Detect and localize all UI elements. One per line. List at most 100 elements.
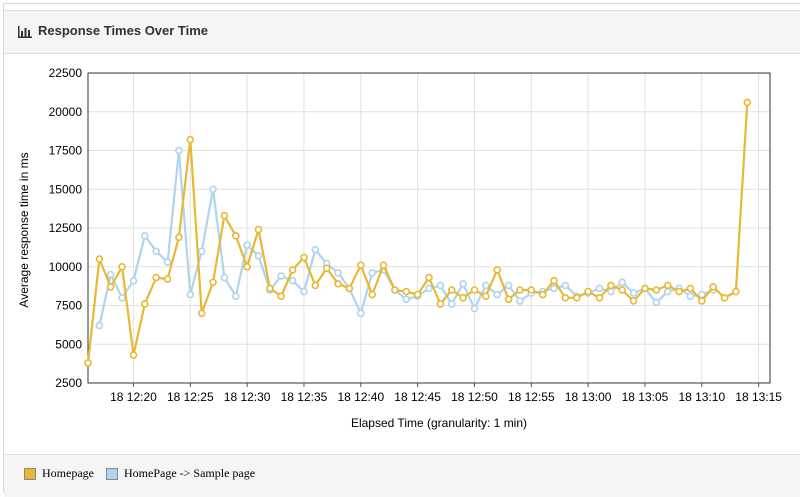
- x-tick-label: 18 13:00: [565, 390, 612, 404]
- data-point-homepage: [129, 351, 138, 359]
- data-point-sample-page: [118, 293, 126, 302]
- y-tick-label: 22500: [49, 66, 83, 80]
- data-point-homepage: [447, 286, 456, 294]
- data-point-sample-page: [436, 281, 445, 290]
- data-point-sample-page: [493, 290, 502, 299]
- data-point-homepage: [175, 233, 183, 242]
- legend-item-homepage[interactable]: Homepage: [24, 466, 94, 481]
- data-point-homepage: [232, 232, 240, 240]
- data-point-sample-page: [629, 289, 638, 297]
- y-tick-label: 17500: [49, 144, 83, 158]
- data-point-homepage: [413, 290, 422, 299]
- data-point-sample-page: [368, 269, 377, 277]
- data-point-homepage: [311, 281, 320, 290]
- data-point-homepage: [493, 266, 502, 274]
- x-tick-label: 18 13:15: [735, 390, 782, 404]
- data-point-sample-page: [595, 284, 604, 293]
- panel-title: Response Times Over Time: [38, 23, 209, 38]
- x-tick-label: 18 12:40: [337, 390, 384, 404]
- data-point-sample-page: [402, 295, 411, 304]
- data-point-homepage: [356, 261, 365, 270]
- data-point-homepage: [504, 295, 513, 304]
- data-point-homepage: [697, 297, 706, 305]
- data-point-homepage: [516, 286, 524, 294]
- data-point-homepage: [538, 290, 547, 299]
- y-tick-label: 5000: [55, 337, 82, 351]
- data-point-sample-page: [311, 245, 320, 254]
- y-tick-label: 15000: [49, 182, 83, 196]
- data-point-homepage: [436, 300, 445, 308]
- data-point-sample-page: [607, 287, 615, 296]
- y-tick-label: 2500: [55, 376, 82, 390]
- data-point-sample-page: [277, 272, 286, 280]
- x-tick-label: 18 12:50: [451, 390, 498, 404]
- data-point-homepage: [243, 262, 251, 271]
- y-tick-label: 12500: [49, 221, 83, 235]
- data-point-sample-page: [141, 232, 149, 240]
- data-point-homepage: [95, 255, 104, 263]
- data-point-sample-page: [334, 269, 342, 277]
- data-point-homepage: [379, 261, 388, 270]
- data-point-homepage: [345, 284, 354, 293]
- data-point-homepage: [254, 225, 263, 234]
- data-point-homepage: [595, 293, 604, 302]
- data-point-sample-page: [243, 241, 251, 249]
- data-point-homepage: [584, 287, 592, 296]
- x-tick-label: 18 12:20: [110, 390, 157, 404]
- data-point-homepage: [186, 135, 195, 144]
- data-point-sample-page: [459, 279, 467, 288]
- data-point-sample-page: [288, 276, 297, 285]
- x-tick-label: 18 13:05: [622, 390, 669, 404]
- data-point-homepage: [277, 292, 286, 301]
- response-times-panel: Response Times Over Time 2500 5000 7500 100…: [3, 3, 800, 497]
- data-point-homepage: [152, 273, 160, 282]
- data-point-sample-page: [254, 252, 263, 260]
- x-tick-label: 18 12:30: [224, 390, 271, 404]
- data-point-homepage: [266, 284, 274, 293]
- data-point-sample-page: [447, 300, 456, 308]
- data-point-homepage: [209, 278, 217, 287]
- data-point-homepage: [629, 297, 638, 305]
- data-point-homepage: [300, 253, 308, 262]
- data-point-sample-page: [232, 292, 240, 301]
- data-point-homepage: [720, 293, 729, 302]
- legend-label-homepage: Homepage: [42, 466, 94, 480]
- data-point-sample-page: [470, 304, 479, 313]
- data-point-homepage: [391, 286, 399, 294]
- data-point-homepage: [459, 293, 467, 302]
- data-point-sample-page: [129, 276, 138, 285]
- data-point-homepage: [675, 287, 683, 296]
- panel-header: Response Times Over Time: [4, 10, 800, 54]
- legend-item-sample-page[interactable]: HomePage -> Sample page: [106, 466, 255, 481]
- plot-border: [87, 72, 771, 384]
- data-point-sample-page: [175, 146, 183, 155]
- y-tick-label: 20000: [49, 105, 83, 119]
- data-point-homepage: [527, 286, 536, 294]
- data-point-homepage: [663, 281, 672, 290]
- data-point-sample-page: [425, 284, 433, 293]
- data-point-homepage: [652, 286, 661, 294]
- y-axis-label: Average response time in ms: [17, 152, 31, 307]
- x-tick-label: 18 13:10: [678, 390, 725, 404]
- data-point-sample-page: [686, 292, 695, 301]
- x-tick-label: 18 12:25: [167, 390, 214, 404]
- x-tick-label: 18 12:55: [508, 390, 555, 404]
- data-point-homepage: [402, 287, 411, 296]
- data-point-homepage: [220, 211, 229, 220]
- data-point-homepage: [732, 287, 740, 296]
- data-point-homepage: [368, 290, 377, 299]
- data-point-homepage: [106, 283, 115, 291]
- data-point-homepage: [572, 293, 581, 302]
- y-tick-label: 10000: [49, 260, 83, 274]
- data-point-homepage: [197, 309, 206, 318]
- data-point-homepage: [550, 276, 558, 285]
- data-point-sample-page: [95, 321, 104, 330]
- data-point-homepage: [334, 279, 342, 288]
- data-point-sample-page: [356, 309, 365, 318]
- data-point-sample-page: [663, 287, 672, 296]
- data-point-sample-page: [504, 281, 513, 290]
- data-point-homepage: [288, 266, 297, 274]
- data-point-homepage: [425, 273, 433, 282]
- data-point-sample-page: [481, 281, 490, 290]
- data-point-sample-page: [516, 297, 524, 305]
